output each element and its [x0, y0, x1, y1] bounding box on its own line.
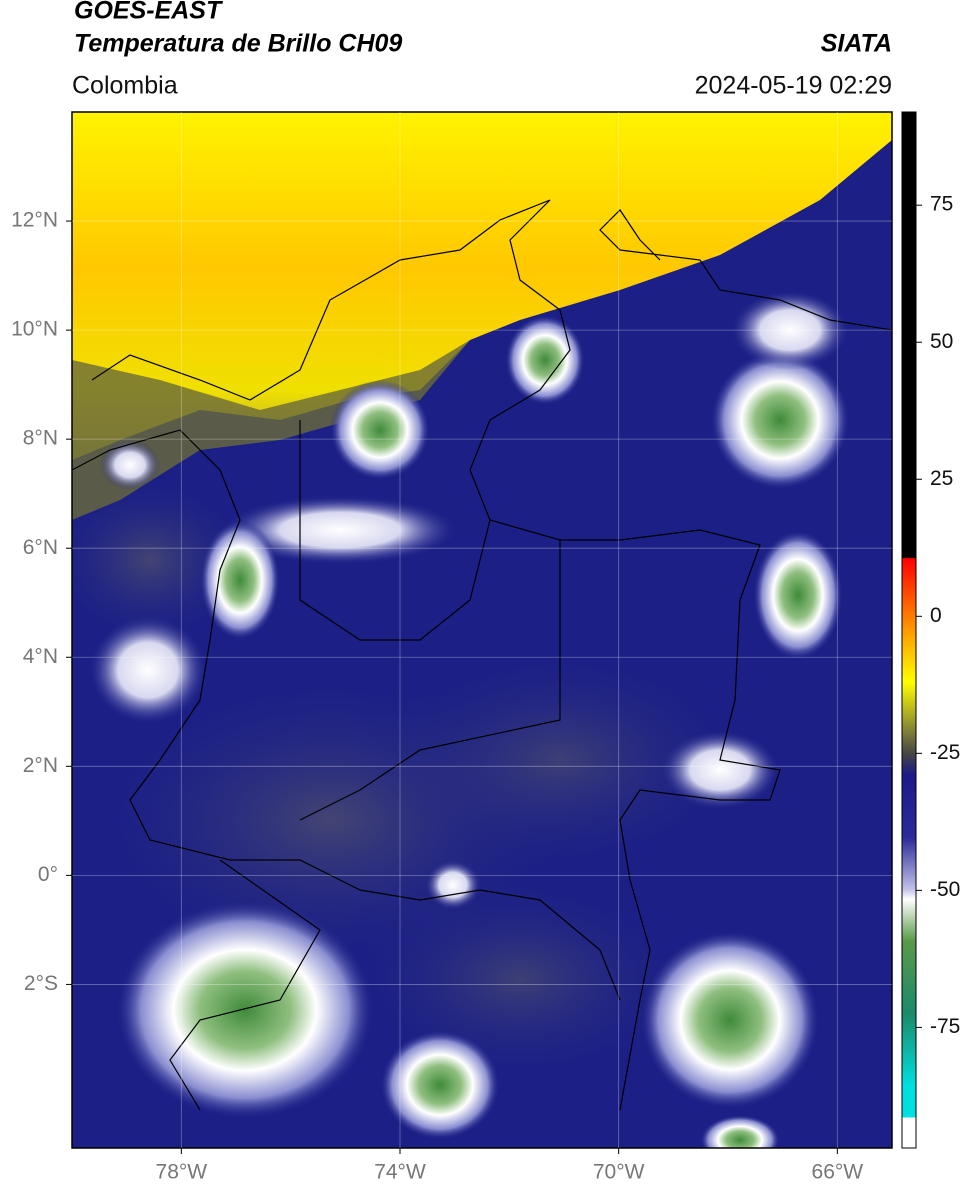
y-tick-label: 8°N [23, 427, 58, 450]
colorbar [901, 111, 917, 1149]
y-tick-label: 10°N [11, 318, 58, 341]
x-tick-label: 70°W [593, 1161, 645, 1184]
y-tick-label: 6°N [23, 536, 58, 559]
colorbar-label: 25 [930, 467, 953, 490]
colorbar-label: -25 [930, 741, 960, 764]
y-tick-label: 2°N [23, 754, 58, 777]
source: SIATA [821, 30, 892, 58]
satellite-image [72, 112, 892, 1148]
subtitle: Temperatura de Brillo CH09 [74, 30, 402, 58]
y-tick-label: 4°N [23, 645, 58, 668]
map-frame [71, 111, 893, 1149]
colorbar-label: 75 [930, 193, 953, 216]
y-tick-label: 12°N [11, 209, 58, 232]
colorbar-label: -75 [930, 1015, 960, 1038]
borders [72, 199, 892, 1111]
x-tick-label: 78°W [156, 1161, 208, 1184]
y-tick-label: 0° [38, 863, 58, 886]
title: GOES-EAST [74, 0, 224, 25]
colorbar-label: 50 [930, 330, 953, 353]
timestamp: 2024-05-19 02:29 [695, 72, 892, 100]
x-tick-label: 66°W [812, 1161, 864, 1184]
region: Colombia [72, 72, 178, 100]
y-tick-label: 2°S [24, 972, 58, 995]
colorbar-label: 0 [930, 604, 942, 627]
x-tick-label: 74°W [374, 1161, 426, 1184]
colorbar-label: -50 [930, 878, 960, 901]
